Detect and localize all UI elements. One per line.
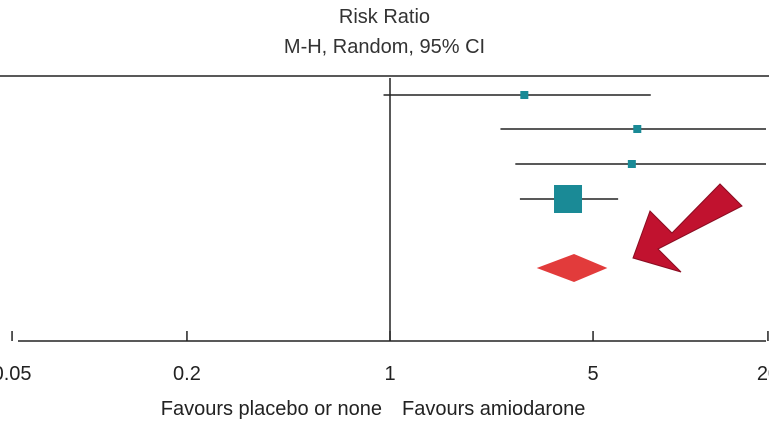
x-tick-label: 5 bbox=[587, 363, 598, 385]
callout-arrow bbox=[632, 183, 743, 273]
x-tick-label: 20 bbox=[757, 363, 769, 385]
x-tick-label: 1 bbox=[384, 363, 395, 385]
study-point-estimate bbox=[520, 91, 529, 99]
favours-left-label: Favours placebo or none bbox=[160, 398, 382, 420]
study-point-estimate bbox=[627, 160, 636, 168]
chart-subtitle: M-H, Random, 95% CI bbox=[283, 36, 486, 58]
favours-right-label: Favours amiodarone bbox=[402, 398, 586, 420]
study-point-estimate bbox=[633, 125, 642, 133]
chart-title: Risk Ratio bbox=[338, 6, 431, 28]
x-tick-label: 0.2 bbox=[173, 363, 201, 385]
study-point-estimate bbox=[554, 185, 583, 213]
pooled-estimate-diamond bbox=[536, 254, 608, 282]
x-tick-label: 0.05 bbox=[0, 363, 32, 385]
